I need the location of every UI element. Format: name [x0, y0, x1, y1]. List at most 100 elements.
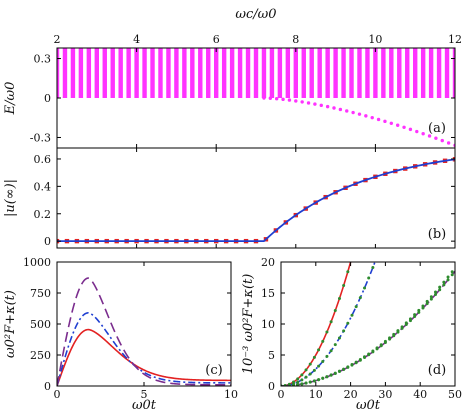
y-tick-label: 250	[30, 349, 51, 362]
continuum-bar	[198, 48, 203, 98]
series-point-4	[300, 382, 304, 386]
series-point-4	[442, 280, 446, 284]
bound-state-point	[306, 101, 311, 105]
series-point-1	[367, 188, 370, 191]
continuum-bar	[397, 48, 402, 98]
continuum-bar	[110, 48, 115, 98]
series-point-2	[333, 343, 337, 347]
series-point-2	[409, 149, 412, 152]
continuum-bar	[206, 48, 211, 98]
series-point-1	[359, 223, 362, 226]
y-tick-label: 0	[44, 235, 51, 248]
series-point-1	[308, 362, 312, 366]
plot-area	[57, 48, 455, 148]
x-tick-label: 40	[413, 388, 427, 401]
bound-state-point	[325, 104, 330, 109]
bound-state-point	[440, 138, 444, 143]
y-axis-label: ω0²F+κ(t)	[3, 290, 18, 358]
bound-state-point	[434, 136, 438, 140]
continuum-bar	[341, 48, 346, 98]
continuum-bar	[229, 48, 235, 98]
series-point-2	[388, 219, 391, 222]
bound-state-point	[319, 103, 323, 108]
continuum-bar	[158, 48, 163, 98]
bound-state-point	[376, 117, 381, 122]
y-tick-label: -0.3	[30, 131, 51, 144]
series-point-2	[317, 364, 321, 368]
continuum-bar	[70, 48, 76, 98]
panel-label-c: (c)	[205, 363, 222, 378]
continuum-bar	[221, 48, 227, 98]
series-point-1	[371, 168, 374, 171]
x-tick-label: 10	[224, 388, 238, 401]
continuum-bar	[78, 48, 84, 98]
continuum-bar	[413, 48, 418, 98]
bound-state-point	[415, 129, 419, 134]
series-point-2	[426, 84, 429, 87]
series-line-1	[57, 328, 231, 386]
series-point-4	[363, 355, 367, 359]
y-tick-label: 0	[44, 92, 51, 105]
x-tick-label: 30	[378, 388, 392, 401]
series-point-2	[442, 12, 445, 15]
bound-state-point	[395, 123, 400, 127]
series-point-3	[434, 292, 438, 296]
series-point-2	[413, 134, 416, 137]
continuum-bar	[428, 48, 434, 98]
series-point-2	[325, 354, 329, 358]
series-point-3	[421, 306, 425, 310]
x-tick-label: 8	[292, 33, 299, 46]
series-point-4	[396, 329, 400, 333]
series-point-4	[375, 346, 379, 350]
series-point-2	[312, 368, 316, 372]
bound-state-point	[357, 112, 362, 116]
series-point-2	[296, 380, 300, 384]
series-point-3	[425, 302, 429, 306]
continuum-bar	[253, 48, 259, 98]
series-point-4	[446, 275, 450, 279]
continuum-bar	[62, 48, 68, 98]
bound-state-point	[268, 96, 273, 100]
plot-area	[57, 277, 231, 386]
y-tick-label: 500	[30, 318, 51, 331]
series-point-2	[384, 231, 387, 234]
x-tick-label: 20	[344, 388, 358, 401]
series-point-4	[367, 352, 371, 356]
series-point-2	[417, 118, 420, 121]
series-point-3	[446, 278, 450, 282]
series-point-2	[304, 375, 308, 379]
series-point-4	[342, 367, 346, 371]
series-point-4	[321, 376, 325, 380]
x-axis-label: ωc/ω0	[235, 7, 276, 22]
y-axis-label: 10⁻³ ω0²F+κ(t)	[241, 274, 256, 375]
y-tick-label: 0	[268, 380, 275, 393]
continuum-bar	[269, 48, 275, 98]
continuum-bar	[134, 48, 139, 98]
bound-state-point	[300, 100, 304, 104]
analytic-line	[57, 158, 455, 243]
series-point-1	[296, 377, 300, 381]
series-point-1	[329, 320, 333, 324]
series-point-2	[392, 206, 395, 209]
series-point-2	[371, 265, 375, 269]
series-point-1	[317, 348, 321, 352]
bound-state-point	[351, 110, 355, 115]
x-tick-label: 6	[213, 33, 220, 46]
continuum-bar	[309, 48, 314, 98]
series-point-4	[413, 313, 417, 317]
x-axis-label: ω0t	[132, 398, 157, 413]
series-point-4	[346, 365, 350, 369]
continuum-bar	[166, 48, 171, 98]
series-point-2	[329, 349, 333, 353]
series-line-3	[57, 277, 231, 386]
continuum-bar	[389, 48, 394, 98]
bound-state-point	[345, 109, 349, 113]
series-point-2	[438, 31, 441, 34]
bound-state-point	[364, 114, 368, 118]
series-point-4	[434, 290, 438, 294]
continuum-bar	[381, 48, 386, 98]
y-tick-label: 20	[261, 256, 275, 269]
continuum-bar	[94, 48, 99, 98]
series-point-1	[350, 255, 353, 258]
continuum-bar	[214, 48, 219, 98]
